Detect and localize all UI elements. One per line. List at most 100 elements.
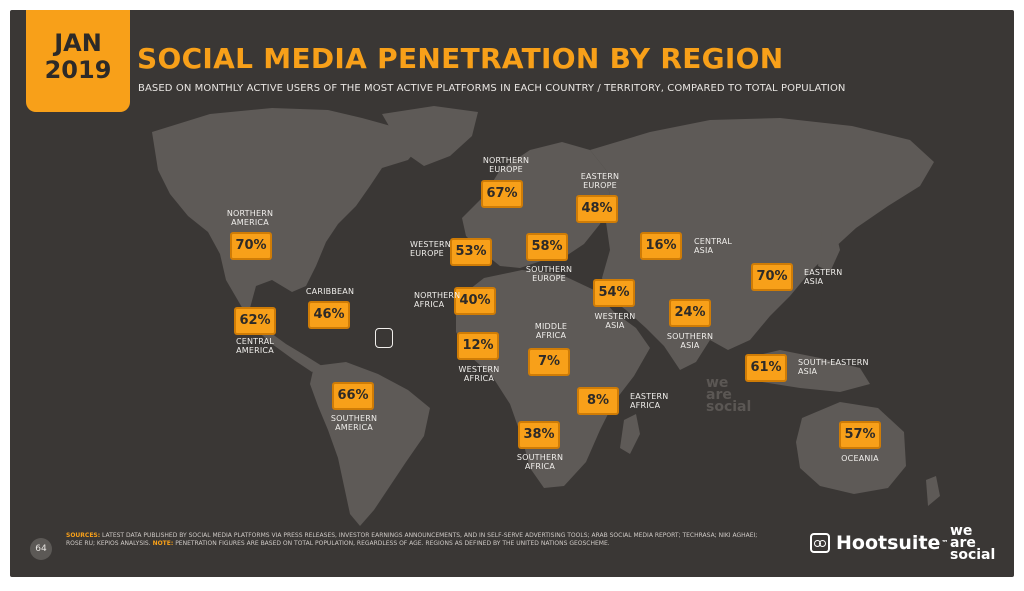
- hootsuite-logo: Hootsuite ™: [810, 532, 948, 554]
- region-label-line: EASTERN: [580, 172, 620, 181]
- region-label-line: SOUTH-EASTERN: [798, 358, 869, 367]
- region-value-southern-europe: 58%: [526, 233, 568, 261]
- date-year: 2019: [44, 56, 112, 84]
- region-label-line: MIDDLE: [534, 322, 568, 331]
- trademark-symbol: ™: [941, 539, 949, 547]
- region-label-northern-europe: NORTHERN EUROPE: [483, 156, 529, 174]
- region-label-caribbean: CARIBBEAN: [306, 287, 354, 296]
- logo-line: we: [950, 523, 973, 539]
- region-label-central-asia: CENTRAL ASIA: [694, 237, 732, 255]
- landmass-europe: [462, 142, 610, 268]
- region-label-western-asia: WESTERN ASIA: [595, 312, 636, 330]
- region-label-southern-europe: SOUTHERN EUROPE: [526, 265, 572, 283]
- region-label-south-eastern-asia: SOUTH-EASTERN ASIA: [798, 358, 869, 376]
- region-value-eastern-africa: 8%: [577, 387, 619, 415]
- region-label-line: EASTERN: [630, 392, 669, 401]
- region-label-line: CENTRAL: [235, 337, 275, 346]
- region-label-line: EASTERN: [804, 268, 843, 277]
- region-label-line: SOUTHERN: [516, 453, 564, 462]
- region-value-northern-america: 70%: [230, 232, 272, 260]
- region-label-line: NORTHERN: [226, 209, 274, 218]
- region-label-southern-america: SOUTHERN AMERICA: [331, 414, 377, 432]
- region-value-southern-america: 66%: [332, 382, 374, 410]
- region-value-western-asia: 54%: [593, 279, 635, 307]
- region-label-line: CARIBBEAN: [305, 287, 355, 296]
- region-value-central-asia: 16%: [640, 232, 682, 260]
- region-label-line: WESTERN: [594, 312, 636, 321]
- region-value-southern-asia: 24%: [669, 299, 711, 327]
- region-label-eastern-africa: EASTERN AFRICA: [630, 392, 669, 410]
- region-label-line: CENTRAL: [694, 237, 733, 246]
- region-label-line: SOUTHERN: [525, 265, 573, 274]
- region-label-line: ASIA: [798, 367, 818, 376]
- landmass-north-america: [152, 108, 420, 372]
- region-label-middle-africa: MIDDLE AFRICA: [535, 322, 567, 340]
- landmass-madagascar: [620, 414, 640, 454]
- region-label-line: AFRICA: [535, 331, 567, 340]
- region-label-line: SOUTHERN: [330, 414, 378, 423]
- date-month: JAN: [54, 29, 102, 57]
- region-label-line: OCEANIA: [841, 454, 879, 463]
- region-label-northern-africa: NORTHERN AFRICA: [414, 291, 460, 309]
- region-value-middle-africa: 7%: [528, 348, 570, 376]
- region-value-western-europe: 53%: [450, 238, 492, 266]
- page-subtitle: BASED ON MONTHLY ACTIVE USERS OF THE MOS…: [138, 83, 846, 94]
- region-label-line: WESTERN: [410, 240, 451, 249]
- region-label-line: ASIA: [804, 277, 824, 286]
- region-label-line: AFRICA: [463, 374, 495, 383]
- landmass-new-zealand: [926, 476, 940, 506]
- owl-icon: [375, 328, 393, 348]
- region-label-line: EUROPE: [410, 249, 444, 258]
- landmass-japan: [818, 224, 840, 272]
- region-value-south-eastern-asia: 61%: [745, 354, 787, 382]
- region-label-line: AMERICA: [335, 423, 373, 432]
- region-label-southern-asia: SOUTHERN ASIA: [667, 332, 713, 350]
- page-title: SOCIAL MEDIA PENETRATION BY REGION: [137, 42, 784, 75]
- region-value-southern-africa: 38%: [518, 421, 560, 449]
- region-label-line: NORTHERN: [482, 156, 530, 165]
- sources-note: SOURCES: LATEST DATA PUBLISHED BY SOCIAL…: [66, 532, 766, 548]
- region-label-western-africa: WESTERN AFRICA: [459, 365, 500, 383]
- slide: JAN 2019 SOCIAL MEDIA PENETRATION BY REG…: [10, 10, 1014, 577]
- logo-line: are: [950, 535, 976, 551]
- region-label-line: AFRICA: [414, 300, 445, 309]
- region-label-northern-america: NORTHERN AMERICA: [227, 209, 273, 227]
- note-label: NOTE:: [152, 540, 174, 547]
- region-label-line: EUROPE: [532, 274, 566, 283]
- hootsuite-owl-icon: [810, 533, 830, 553]
- region-label-western-europe: WESTERN EUROPE: [410, 240, 451, 258]
- logo-line: social: [950, 547, 996, 563]
- region-label-line: AMERICA: [231, 218, 269, 227]
- region-label-oceania: OCEANIA: [841, 454, 879, 463]
- region-label-line: AFRICA: [630, 401, 661, 410]
- region-label-eastern-asia: EASTERN ASIA: [804, 268, 843, 286]
- region-label-eastern-europe: EASTERN EUROPE: [581, 172, 620, 190]
- region-label-central-america: CENTRAL AMERICA: [236, 337, 274, 355]
- world-map: [152, 106, 940, 526]
- sources-label: SOURCES:: [66, 532, 101, 539]
- watermark-line: are: [706, 387, 732, 403]
- landmass-africa: [456, 270, 650, 488]
- region-value-eastern-asia: 70%: [751, 263, 793, 291]
- we-are-social-logo: we are social: [950, 523, 996, 563]
- watermark-line: we: [706, 375, 729, 391]
- hootsuite-wordmark: Hootsuite: [836, 532, 941, 554]
- region-label-line: EUROPE: [489, 165, 523, 174]
- region-value-western-africa: 12%: [457, 332, 499, 360]
- watermark-line: social: [706, 399, 752, 415]
- region-label-line: EUROPE: [583, 181, 617, 190]
- we-are-social-watermark: we are social: [706, 375, 752, 415]
- landmass-greenland: [382, 106, 478, 166]
- region-label-line: AFRICA: [524, 462, 556, 471]
- sources-text: LATEST DATA PUBLISHED BY SOCIAL MEDIA PL…: [66, 532, 758, 547]
- date-badge: JAN 2019: [26, 10, 130, 112]
- region-label-line: SOUTHERN: [666, 332, 714, 341]
- region-label-line: ASIA: [680, 341, 700, 350]
- page-number: 64: [30, 538, 52, 560]
- region-value-oceania: 57%: [839, 421, 881, 449]
- region-value-eastern-europe: 48%: [576, 195, 618, 223]
- region-value-caribbean: 46%: [308, 301, 350, 329]
- region-label-line: WESTERN: [458, 365, 500, 374]
- region-label-southern-africa: SOUTHERN AFRICA: [517, 453, 563, 471]
- region-label-line: ASIA: [694, 246, 714, 255]
